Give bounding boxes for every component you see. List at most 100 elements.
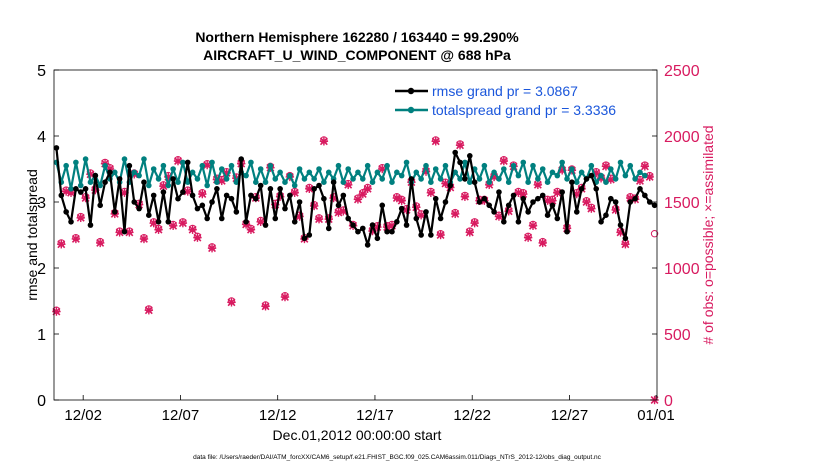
series-point-rmse: [398, 205, 405, 212]
series-point-rmse: [476, 199, 483, 205]
series-point-spread: [452, 169, 458, 176]
series-point-rmse: [379, 202, 386, 209]
series-point-rmse: [131, 199, 138, 205]
series-point-rmse: [296, 199, 303, 205]
series-point-spread: [476, 176, 483, 182]
series-point-rmse: [267, 186, 274, 192]
series-point-spread: [141, 156, 147, 162]
series-point-rmse: [471, 179, 478, 185]
series-point-rmse: [510, 192, 517, 199]
series-point-rmse: [583, 176, 590, 182]
series-point-spread: [496, 176, 502, 182]
series-point-spread: [214, 179, 220, 185]
obs-assimilated-point: [159, 181, 168, 191]
series-point-rmse: [423, 209, 429, 215]
series-point-rmse: [530, 199, 536, 205]
series-point-rmse: [146, 212, 152, 218]
series-point-rmse: [277, 186, 283, 192]
series-point-rmse: [155, 219, 162, 225]
series-point-rmse: [97, 202, 103, 209]
obs-assimilated-point: [314, 214, 324, 224]
series-point-rmse: [418, 232, 424, 238]
series-point-spread: [68, 186, 74, 192]
series-point-spread: [146, 182, 152, 189]
series-point-spread: [564, 176, 570, 182]
obs-possible-point: [650, 229, 659, 238]
series-point-spread: [73, 159, 79, 166]
obs-assimilated-point: [95, 238, 105, 248]
series-point-rmse: [389, 228, 395, 235]
series-point-rmse: [608, 195, 614, 202]
series-point-spread: [554, 172, 561, 179]
series-point-spread: [121, 156, 128, 162]
series-point-rmse: [646, 199, 653, 205]
chart-title-line2: AIRCRAFT_U_WIND_COMPONENT @ 688 hPa: [203, 47, 511, 63]
series-point-spread: [77, 182, 84, 189]
series-point-spread: [155, 176, 162, 182]
obs-assimilated-point: [523, 233, 533, 242]
series-point-rmse: [627, 199, 634, 205]
series-point-rmse: [394, 219, 400, 225]
obs-assimilated-point: [168, 221, 178, 230]
y-right-label: # of obs: o=possible; ×=assimilated: [700, 125, 716, 344]
series-point-rmse: [340, 192, 347, 199]
series-point-spread: [325, 169, 332, 176]
obs-assimilated-point: [587, 204, 596, 213]
series-point-spread: [578, 169, 585, 176]
series-point-spread: [632, 176, 638, 182]
series-point-rmse: [452, 149, 458, 156]
series-point-rmse: [228, 195, 235, 202]
obs-assimilated-point: [319, 137, 329, 146]
series-point-spread: [287, 172, 293, 179]
series-point-rmse: [374, 235, 381, 242]
obs-assimilated-point: [640, 162, 650, 171]
series-point-rmse: [617, 222, 624, 228]
series-point-spread: [462, 159, 468, 166]
series-point-spread: [277, 169, 283, 176]
series-point-rmse: [359, 225, 366, 232]
series-point-rmse: [350, 222, 356, 228]
y-left-label: rmse and totalspread: [24, 169, 40, 301]
series-point-rmse: [160, 189, 167, 195]
obs-assimilated-point: [280, 292, 290, 302]
series-point-rmse: [432, 195, 439, 202]
series-point-rmse: [442, 199, 449, 205]
series-point-rmse: [204, 215, 210, 222]
series-point-rmse: [384, 228, 390, 235]
series-point-spread: [539, 166, 546, 172]
series-point-spread: [111, 169, 118, 176]
series-point-spread: [150, 166, 157, 172]
series-point-spread: [598, 172, 604, 179]
series-point-spread: [82, 156, 89, 162]
footer-data-file: data file: /Users/raeder/DAI/ATM_forcXX/…: [193, 454, 602, 461]
y-right-tick-label: 2000: [664, 129, 700, 146]
series-point-rmse: [369, 222, 376, 228]
series-point-spread: [257, 166, 264, 172]
series-point-rmse: [535, 195, 541, 202]
series-point-spread: [466, 179, 473, 185]
obs-assimilated-point: [460, 192, 470, 201]
series-point-rmse: [121, 228, 128, 235]
series-point-rmse: [564, 228, 570, 235]
series-point-rmse: [287, 192, 293, 199]
y-right-tick-label: 1000: [664, 261, 700, 278]
series-point-rmse: [457, 159, 463, 166]
series-point-rmse: [170, 176, 176, 182]
series-point-rmse: [77, 189, 84, 195]
series-point-spread: [432, 166, 439, 172]
series-point-spread: [428, 179, 434, 185]
x-axis-ticks: 12/02 12/07 12/12 12/17 12/22 12/27 01/01: [64, 395, 675, 424]
series-point-rmse: [194, 205, 201, 212]
obs-assimilated-point: [582, 197, 591, 207]
y-left-tick-label: 0: [37, 393, 46, 410]
series-point-rmse: [243, 219, 249, 225]
obs-assimilated-point: [465, 228, 474, 237]
series-point-rmse: [175, 195, 181, 202]
obs-assimilated-point: [261, 302, 270, 311]
series-point-spread: [535, 176, 541, 182]
series-point-spread: [403, 159, 410, 166]
y-left-tick-label: 5: [37, 63, 46, 80]
series-point-rmse: [539, 192, 546, 199]
obs-assimilated-point: [528, 221, 538, 230]
